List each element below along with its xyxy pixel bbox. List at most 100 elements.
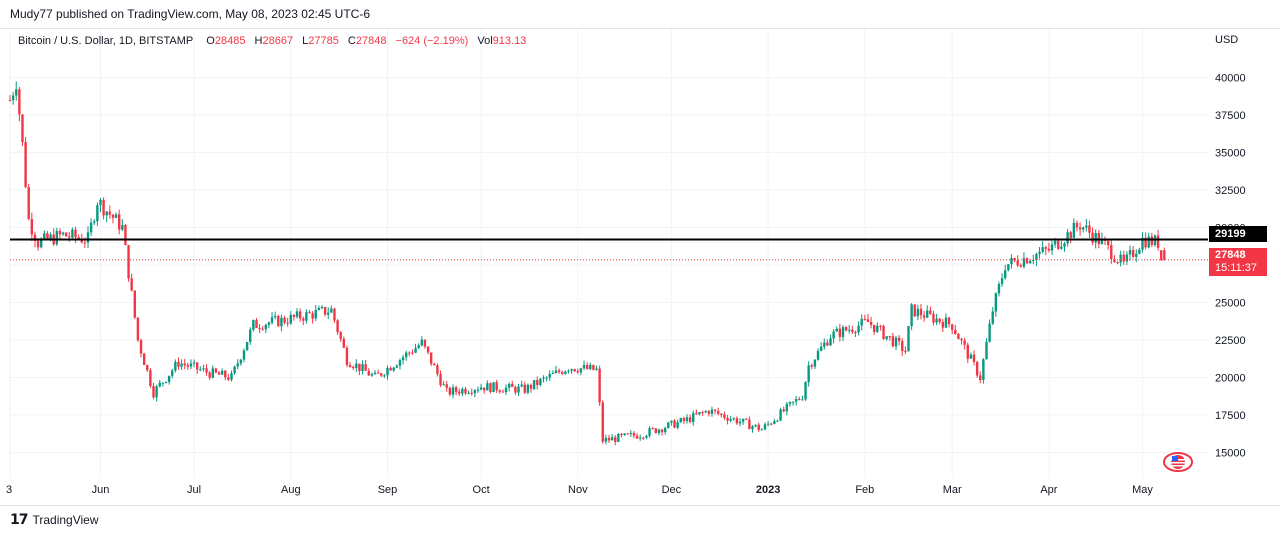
candle-body bbox=[982, 359, 985, 380]
candle-body bbox=[405, 352, 408, 358]
candle-body bbox=[205, 368, 208, 373]
symbol-legend[interactable]: Bitcoin / U.S. Dollar, 1D, BITSTAMP O284… bbox=[18, 35, 526, 47]
candle-body bbox=[517, 386, 520, 393]
candle-body bbox=[595, 368, 598, 370]
candle-body bbox=[392, 367, 395, 371]
candle-body bbox=[236, 363, 239, 367]
candle-body bbox=[676, 422, 679, 428]
candle-body bbox=[869, 321, 873, 325]
candle-body bbox=[1135, 253, 1138, 257]
candle-body bbox=[545, 377, 548, 379]
candle-body bbox=[433, 363, 436, 366]
candle-body bbox=[916, 308, 920, 317]
candle-body bbox=[629, 433, 633, 435]
candle-body bbox=[1060, 246, 1063, 249]
candle-body bbox=[838, 328, 842, 337]
candle-body bbox=[645, 435, 648, 438]
candle-body bbox=[829, 338, 832, 346]
candle-body bbox=[770, 423, 773, 425]
candle-body bbox=[735, 418, 739, 424]
time-axis-label: Aug bbox=[281, 484, 301, 496]
candle-body bbox=[876, 325, 879, 332]
candle-body bbox=[58, 230, 62, 235]
candle-body bbox=[1122, 254, 1125, 262]
candle-body bbox=[1013, 258, 1016, 261]
time-axis-label: Sep bbox=[378, 484, 398, 496]
candle-body bbox=[1028, 260, 1032, 264]
time-axis-label: Nov bbox=[568, 484, 588, 496]
candle-body bbox=[233, 366, 236, 374]
candle-body bbox=[30, 219, 34, 235]
candle-body bbox=[479, 387, 483, 390]
candle-body bbox=[230, 373, 233, 380]
candle-body bbox=[582, 364, 586, 369]
candle-body bbox=[1063, 243, 1066, 247]
candle-body bbox=[766, 423, 770, 425]
candle-body bbox=[417, 345, 420, 349]
candle-body bbox=[529, 384, 533, 389]
candle-body bbox=[1088, 225, 1091, 233]
time-axis-label: Dec bbox=[662, 484, 682, 496]
price-tick-label: 37500 bbox=[1215, 110, 1246, 122]
candle-body bbox=[1125, 254, 1129, 262]
candle-body bbox=[295, 311, 299, 317]
time-axis-label: Oct bbox=[473, 484, 490, 496]
candle-body bbox=[1147, 236, 1150, 248]
candle-body bbox=[217, 372, 221, 375]
candle-body bbox=[654, 428, 657, 433]
candle-body bbox=[944, 317, 948, 328]
candle-body bbox=[1047, 248, 1051, 251]
candle-body bbox=[454, 387, 458, 392]
candle-body bbox=[926, 310, 929, 318]
candle-body bbox=[167, 375, 171, 382]
us-flag-icon[interactable] bbox=[1163, 452, 1193, 472]
candle-body bbox=[904, 350, 907, 352]
candle-body bbox=[320, 307, 324, 309]
currency-label[interactable]: USD bbox=[1215, 34, 1239, 46]
candle-body bbox=[473, 390, 477, 394]
candle-body bbox=[507, 383, 511, 388]
candle-body bbox=[161, 382, 165, 384]
price-tick-label: 22500 bbox=[1215, 335, 1246, 347]
candle-body bbox=[651, 428, 654, 430]
candle-body bbox=[604, 437, 608, 442]
candle-body bbox=[483, 387, 486, 391]
candle-body bbox=[626, 433, 629, 435]
candle-body bbox=[514, 386, 517, 393]
candle-body bbox=[289, 314, 292, 324]
candle-body bbox=[963, 340, 966, 345]
candle-body bbox=[788, 401, 792, 404]
candle-body bbox=[270, 317, 274, 323]
candle-body bbox=[71, 229, 74, 238]
candle-body bbox=[408, 352, 411, 354]
candle-body bbox=[1038, 251, 1041, 255]
price-tick-label: 17500 bbox=[1215, 410, 1246, 422]
candle-body bbox=[489, 383, 492, 393]
candle-body bbox=[1041, 247, 1044, 252]
price-tick-label: 25000 bbox=[1215, 298, 1246, 310]
candle-body bbox=[414, 348, 417, 353]
candle-body bbox=[773, 421, 776, 424]
candle-body bbox=[592, 364, 595, 370]
candle-body bbox=[264, 324, 268, 330]
candle-body bbox=[442, 384, 445, 386]
candle-body bbox=[130, 278, 133, 291]
candle-body bbox=[146, 365, 149, 371]
candle-body bbox=[1057, 240, 1060, 249]
candle-body bbox=[1035, 254, 1038, 260]
candle-body bbox=[336, 320, 339, 333]
candle-body bbox=[1085, 225, 1088, 228]
candle-body bbox=[885, 336, 888, 340]
candle-body bbox=[355, 363, 358, 369]
chart-frame[interactable] bbox=[0, 28, 1280, 506]
candle-body bbox=[785, 403, 789, 412]
candle-body bbox=[673, 420, 676, 428]
candle-body bbox=[242, 350, 246, 360]
candle-body bbox=[18, 89, 21, 115]
high-label: H bbox=[254, 35, 263, 47]
candle-body bbox=[27, 187, 30, 220]
candle-body bbox=[208, 372, 211, 378]
candle-body bbox=[810, 365, 813, 367]
candle-body bbox=[816, 350, 820, 360]
